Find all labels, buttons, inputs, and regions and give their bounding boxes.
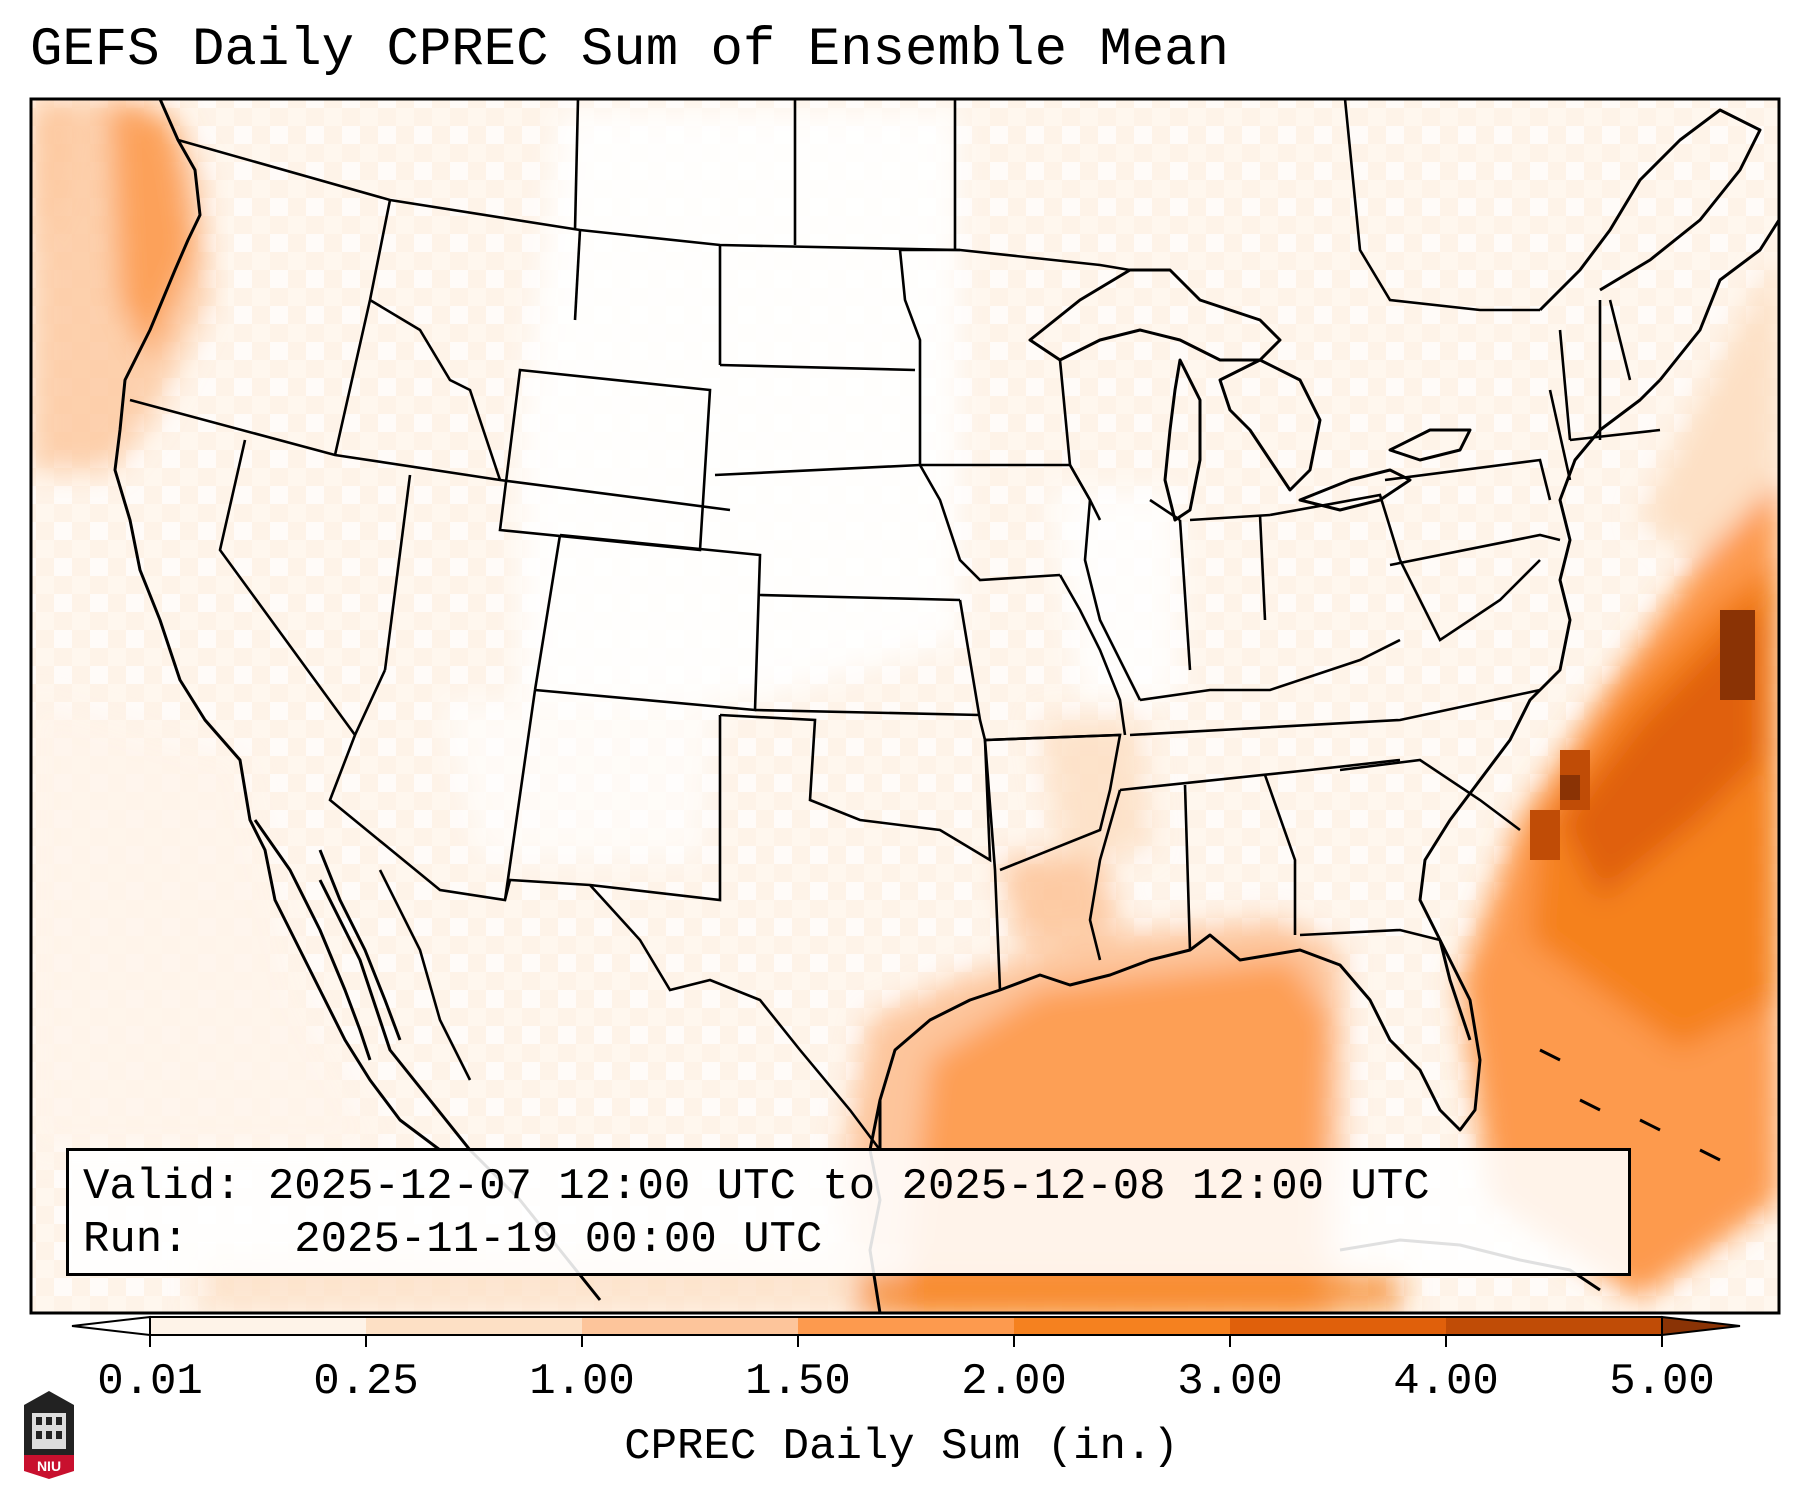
colorbar-tick-label-1: 0.25 [313,1357,419,1407]
colorbar-tick-label-6: 4.00 [1393,1357,1499,1407]
colorbar-tick-label-7: 5.00 [1609,1357,1715,1407]
colorbar-tick-label-4: 2.00 [961,1357,1067,1407]
logo-text: NIU [37,1458,61,1474]
precip-field [31,99,1779,1313]
map-frame [29,97,1781,1315]
colorbar-tick-label-3: 1.50 [745,1357,851,1407]
run-value: 2025-11-19 00:00 UTC [294,1215,823,1265]
colorbar-tick-label-5: 3.00 [1177,1357,1283,1407]
validity-info-box: Valid: 2025-12-07 12:00 UTC to 2025-12-0… [66,1148,1631,1276]
valid-value: 2025-12-07 12:00 UTC to 2025-12-08 12:00… [267,1162,1430,1212]
university-tower-icon: NIU [24,1391,74,1479]
colorbar-tick-label-2: 1.00 [529,1357,635,1407]
run-label: Run: [83,1215,189,1265]
valid-label: Valid: [83,1162,242,1212]
page-title: GEFS Daily CPREC Sum of Ensemble Mean [30,20,1229,81]
colorbar-label: CPREC Daily Sum (in.) [624,1422,1179,1472]
precipitation-map [29,97,1781,1315]
state-borders [129,99,1661,1151]
colorbar-tick-label-0: 0.01 [97,1357,203,1407]
